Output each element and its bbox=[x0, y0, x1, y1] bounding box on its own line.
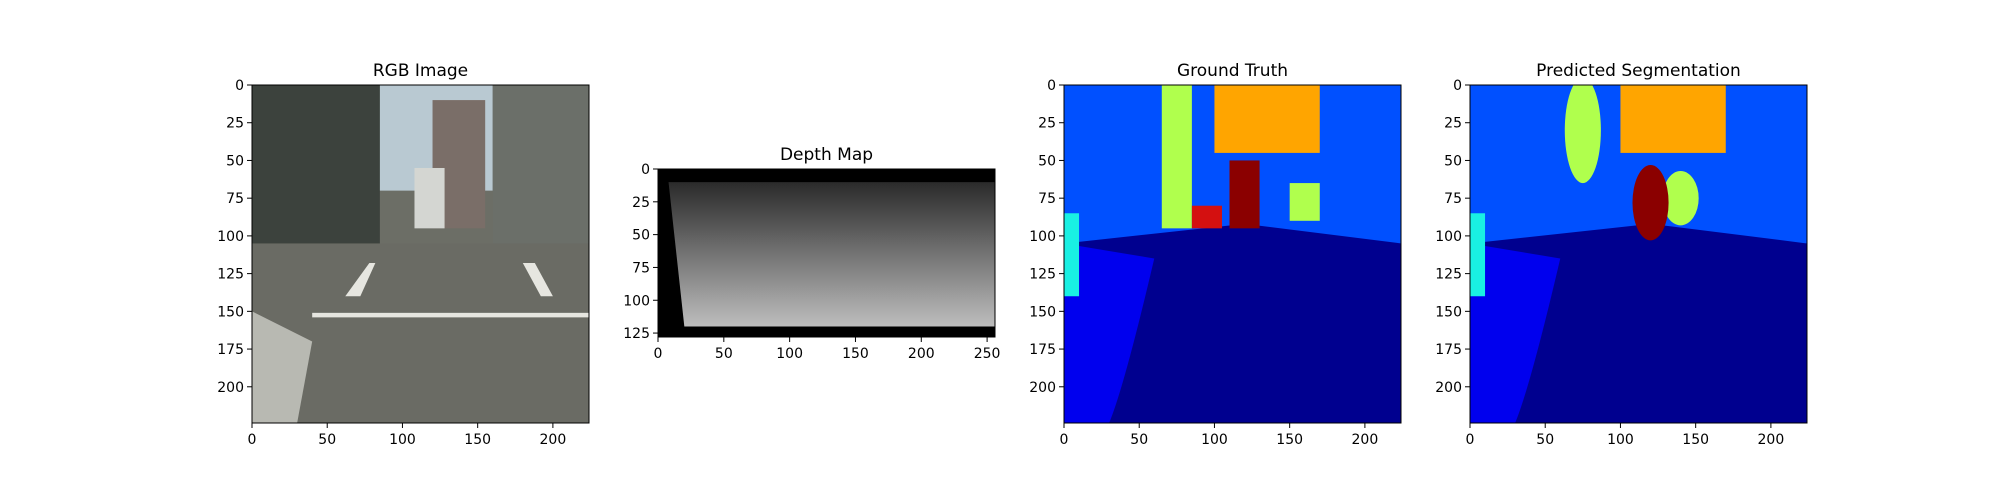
pole-class bbox=[1064, 213, 1080, 297]
panel-3: Ground Truth 0 50 100 150 200 0 25 50 75 100 125 150… bbox=[1029, 61, 1402, 448]
vegetation-class-2 bbox=[1289, 183, 1320, 221]
y-tick-label: 150 bbox=[1435, 304, 1462, 320]
axes-frame bbox=[251, 84, 590, 424]
sidewalk bbox=[252, 311, 313, 423]
lane-mark-left bbox=[345, 263, 376, 297]
panel-1: RGB Image 0 50 100 150 200 0 25 50 75 100 125 150 175… bbox=[217, 61, 590, 448]
x-tick-label: 50 bbox=[1536, 432, 1554, 448]
x-tick-label: 50 bbox=[715, 346, 733, 362]
x-tick-label: 200 bbox=[1758, 432, 1785, 448]
lane-mark-right bbox=[522, 263, 553, 297]
y-tick-label: 0 bbox=[235, 78, 244, 94]
x-tick-label: 200 bbox=[1352, 432, 1379, 448]
x-tick-label: 200 bbox=[540, 432, 567, 448]
y-tick-label: 175 bbox=[1435, 342, 1462, 358]
y-tick-label: 0 bbox=[1047, 78, 1056, 94]
y-tick-label: 100 bbox=[217, 229, 244, 245]
panel-4: Predicted Segmentation 0 50 100 150 200 0 25 50 7… bbox=[1435, 61, 1808, 448]
x-tick-label: 250 bbox=[974, 346, 1001, 362]
y-tick-label: 25 bbox=[226, 116, 244, 132]
y-tick-label: 150 bbox=[217, 304, 244, 320]
panel-title: Predicted Segmentation bbox=[1536, 61, 1741, 81]
panel-title: Depth Map bbox=[780, 145, 873, 165]
axes-frame bbox=[1469, 84, 1808, 424]
panel-2: Depth Map 0 50 100 150 200 250 0 25 50 75 100 125 bbox=[623, 145, 1000, 362]
sky-class bbox=[1214, 85, 1320, 153]
y-tick-label: 75 bbox=[1444, 191, 1462, 207]
image-content bbox=[1470, 85, 1807, 423]
y-tick-label: 50 bbox=[226, 153, 244, 169]
person-class bbox=[1191, 205, 1222, 229]
x-tick-label: 100 bbox=[1607, 432, 1634, 448]
x-tick-label: 0 bbox=[248, 432, 257, 448]
vegetation-class bbox=[1564, 85, 1601, 184]
depth-field bbox=[668, 182, 995, 327]
image-content bbox=[252, 85, 589, 423]
y-tick-label: 25 bbox=[1038, 116, 1056, 132]
y-tick-label: 100 bbox=[623, 293, 650, 309]
y-tick-label: 175 bbox=[1029, 342, 1056, 358]
vegetation-class-2 bbox=[1662, 171, 1699, 226]
y-tick-label: 50 bbox=[1038, 153, 1056, 169]
x-tick-label: 50 bbox=[1130, 432, 1148, 448]
x-tick-label: 150 bbox=[1276, 432, 1303, 448]
y-tick-label: 75 bbox=[1038, 191, 1056, 207]
y-tick-label: 200 bbox=[217, 380, 244, 396]
truck bbox=[414, 167, 445, 229]
y-tick-label: 25 bbox=[1444, 116, 1462, 132]
y-tick-label: 75 bbox=[226, 191, 244, 207]
y-tick-label: 50 bbox=[1444, 153, 1462, 169]
x-tick-label: 0 bbox=[1060, 432, 1069, 448]
y-tick-label: 200 bbox=[1435, 380, 1462, 396]
x-tick-label: 100 bbox=[389, 432, 416, 448]
y-tick-label: 0 bbox=[641, 162, 650, 178]
x-tick-label: 150 bbox=[842, 346, 869, 362]
y-tick-label: 50 bbox=[632, 228, 650, 244]
sidewalk-class bbox=[1470, 243, 1561, 423]
y-tick-label: 25 bbox=[632, 195, 650, 211]
image-area bbox=[1470, 85, 1807, 423]
car-class bbox=[1632, 164, 1669, 241]
image-content bbox=[658, 169, 995, 337]
y-tick-label: 200 bbox=[1029, 380, 1056, 396]
sky-class bbox=[1620, 85, 1726, 153]
image-content bbox=[1064, 85, 1401, 423]
x-tick-label: 0 bbox=[1466, 432, 1475, 448]
vegetation-class bbox=[1161, 85, 1192, 229]
x-tick-label: 100 bbox=[1201, 432, 1228, 448]
y-tick-label: 125 bbox=[623, 326, 650, 342]
x-tick-label: 50 bbox=[318, 432, 336, 448]
axes-frame bbox=[1063, 84, 1402, 424]
x-tick-label: 100 bbox=[776, 346, 803, 362]
y-tick-label: 175 bbox=[217, 342, 244, 358]
y-tick-label: 100 bbox=[1435, 229, 1462, 245]
panel-title: RGB Image bbox=[373, 61, 468, 81]
image-area bbox=[1064, 85, 1401, 423]
building-left bbox=[252, 85, 380, 244]
y-tick-label: 0 bbox=[1453, 78, 1462, 94]
y-tick-label: 125 bbox=[1435, 267, 1462, 283]
y-tick-label: 150 bbox=[1029, 304, 1056, 320]
x-tick-label: 200 bbox=[908, 346, 935, 362]
x-tick-label: 0 bbox=[654, 346, 663, 362]
y-tick-label: 125 bbox=[217, 267, 244, 283]
y-tick-label: 75 bbox=[632, 260, 650, 276]
image-area bbox=[658, 169, 995, 337]
car-class bbox=[1229, 160, 1260, 229]
x-tick-label: 150 bbox=[464, 432, 491, 448]
x-tick-label: 150 bbox=[1682, 432, 1709, 448]
panel-title: Ground Truth bbox=[1177, 61, 1288, 81]
axes-frame bbox=[657, 168, 996, 338]
pole-class bbox=[1470, 213, 1486, 297]
image-area bbox=[252, 85, 589, 423]
building-right bbox=[492, 85, 589, 244]
y-tick-label: 125 bbox=[1029, 267, 1056, 283]
stop-line bbox=[312, 312, 589, 318]
y-tick-label: 100 bbox=[1029, 229, 1056, 245]
sidewalk-class bbox=[1064, 243, 1155, 423]
road-surface bbox=[252, 243, 589, 423]
